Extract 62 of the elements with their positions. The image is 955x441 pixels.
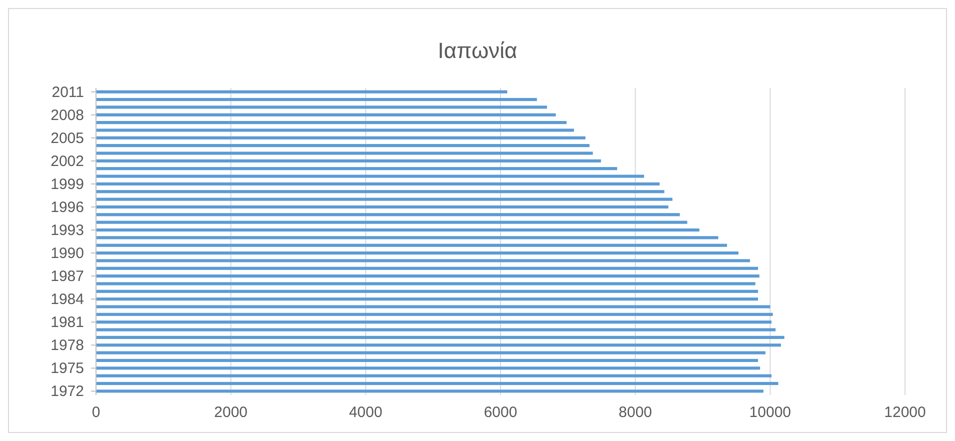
bar <box>96 106 548 109</box>
x-tick-label: 6000 <box>484 404 518 421</box>
bar <box>96 259 750 262</box>
y-tick-label: 1987 <box>50 268 84 286</box>
bar <box>96 351 766 354</box>
bar <box>96 90 508 94</box>
bar <box>96 205 668 208</box>
bar <box>96 344 781 347</box>
x-tick-label: 4000 <box>348 404 382 421</box>
x-tick-label: 12000 <box>884 404 926 421</box>
bar <box>96 274 760 278</box>
bar <box>96 182 660 186</box>
chart-title: Ιαπωνία <box>438 38 518 63</box>
bar <box>96 366 760 370</box>
bar <box>96 305 770 308</box>
bar <box>96 159 601 162</box>
bar <box>96 336 784 339</box>
bar <box>96 328 776 332</box>
bar <box>96 312 773 316</box>
bar <box>96 290 758 293</box>
bar <box>96 228 700 232</box>
y-tick-label: 1972 <box>50 383 84 400</box>
bar <box>96 113 556 116</box>
x-tick-label: 8000 <box>618 404 652 421</box>
bar <box>96 98 537 102</box>
y-tick-label: 1999 <box>50 176 84 193</box>
bar <box>96 282 756 286</box>
bar <box>96 152 593 155</box>
bar <box>96 220 688 224</box>
bar <box>96 251 738 255</box>
y-tick-label: 2005 <box>50 130 84 147</box>
bar <box>96 121 567 124</box>
bar <box>96 358 758 362</box>
y-tick-label: 1975 <box>50 360 84 378</box>
y-tick-label: 1990 <box>50 245 84 262</box>
x-tick-label: 10000 <box>749 404 792 421</box>
bar <box>96 198 672 201</box>
bar <box>96 144 590 148</box>
x-tick-label: 0 <box>92 404 100 421</box>
y-tick-label: 2011 <box>52 84 84 101</box>
bar <box>96 320 772 324</box>
bar <box>96 374 772 378</box>
y-tick-label: 1984 <box>50 291 84 308</box>
bar <box>96 167 618 170</box>
y-tick-label: 1981 <box>50 314 84 332</box>
bar <box>96 244 728 247</box>
bar <box>96 298 758 301</box>
bar <box>96 213 680 216</box>
bar <box>96 190 664 194</box>
bar <box>96 382 778 386</box>
y-tick-label: 2002 <box>50 152 84 170</box>
x-tick-label: 2000 <box>214 404 248 421</box>
bar <box>96 136 586 140</box>
bar <box>96 266 758 270</box>
y-tick-label: 1978 <box>50 337 84 354</box>
y-tick-label: 2008 <box>50 106 84 124</box>
bar <box>96 128 574 132</box>
bar <box>96 236 718 240</box>
bar <box>96 174 644 178</box>
y-tick-label: 1993 <box>50 222 84 239</box>
y-tick-label: 1996 <box>50 198 84 216</box>
bar <box>96 390 764 393</box>
